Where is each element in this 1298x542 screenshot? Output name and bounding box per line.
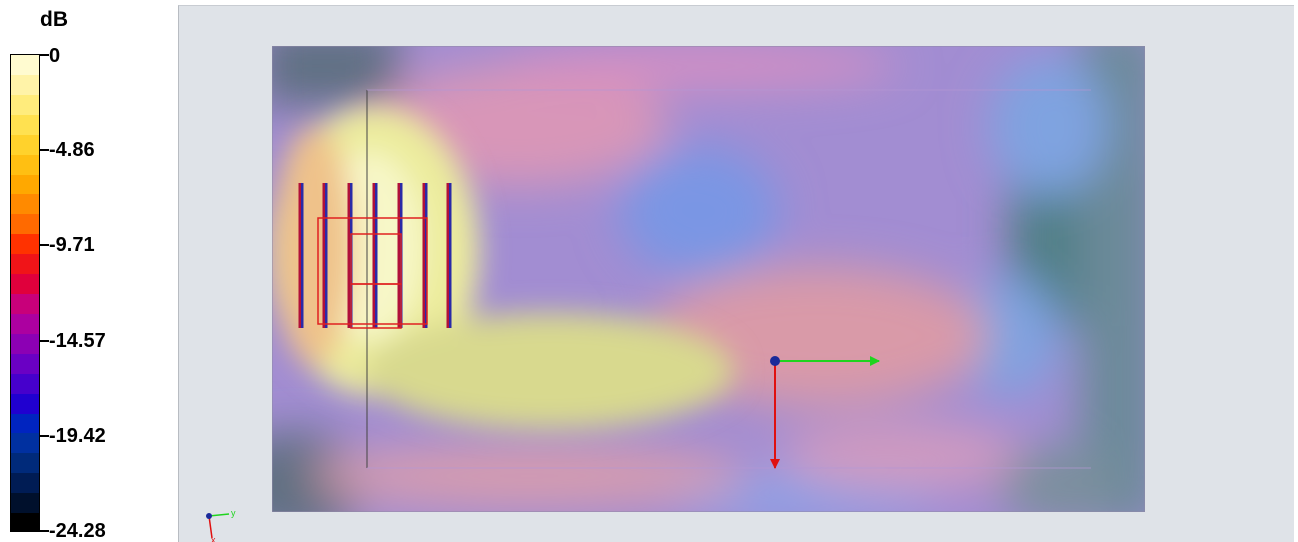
legend-band — [11, 194, 39, 215]
legend-tick-label: -4.86 — [49, 139, 95, 162]
legend-band — [11, 174, 39, 195]
legend-band — [11, 453, 39, 474]
antenna-element-edge — [449, 183, 452, 328]
legend-band — [11, 94, 39, 116]
3d-viewport[interactable]: y x — [178, 5, 1294, 542]
legend-band — [11, 234, 39, 255]
legend-band — [11, 294, 39, 315]
antenna-frame — [350, 283, 402, 329]
legend-band — [11, 353, 39, 375]
legend-tick-mark — [40, 339, 49, 342]
legend-tick-mark — [40, 434, 49, 437]
orientation-triad: y x — [206, 508, 236, 542]
field-plot-scene: y x — [206, 46, 1145, 542]
legend-unit-label: dB — [40, 8, 68, 31]
legend-band — [11, 493, 39, 514]
legend-band — [11, 274, 39, 295]
legend-band — [11, 373, 39, 395]
antenna-element-edge — [325, 183, 328, 328]
legend-band — [11, 433, 39, 454]
antenna-element-edge — [301, 183, 304, 328]
legend-tick-label: 0 — [49, 45, 61, 67]
legend-band — [11, 413, 39, 434]
legend-band — [11, 114, 39, 136]
legend-band — [11, 254, 39, 275]
antenna-frame — [317, 217, 428, 325]
legend-band — [11, 393, 39, 414]
model-outline — [366, 89, 1091, 469]
legend-band — [11, 134, 39, 156]
legend-tick-label: -14.57 — [49, 329, 106, 352]
legend-band — [11, 74, 39, 96]
legend-band — [11, 513, 39, 531]
legend-band — [11, 473, 39, 494]
legend-tick-mark — [40, 244, 49, 247]
field-distribution-plane — [272, 46, 1145, 512]
legend-tick-label: -19.42 — [49, 424, 106, 447]
legend-color-bar — [10, 54, 40, 532]
antenna-array — [298, 183, 452, 329]
legend-tick-mark — [40, 530, 49, 532]
legend-band — [11, 313, 39, 335]
legend-tick-mark — [40, 54, 49, 56]
triad-x-label: x — [211, 535, 216, 542]
color-legend: dB 0 -4.86 -9.71 -14.57 -19.42 -24.28 — [0, 0, 175, 542]
antenna-element-edge — [375, 183, 378, 328]
legend-tick-label: -9.71 — [49, 234, 95, 257]
legend-tick-mark — [40, 149, 49, 152]
local-axes — [770, 356, 880, 469]
legend-band — [11, 55, 39, 76]
triad-y-label: y — [231, 508, 236, 518]
legend-tick-label: -24.28 — [49, 520, 106, 542]
legend-band — [11, 154, 39, 175]
legend-band — [11, 333, 39, 355]
legend-band — [11, 214, 39, 235]
